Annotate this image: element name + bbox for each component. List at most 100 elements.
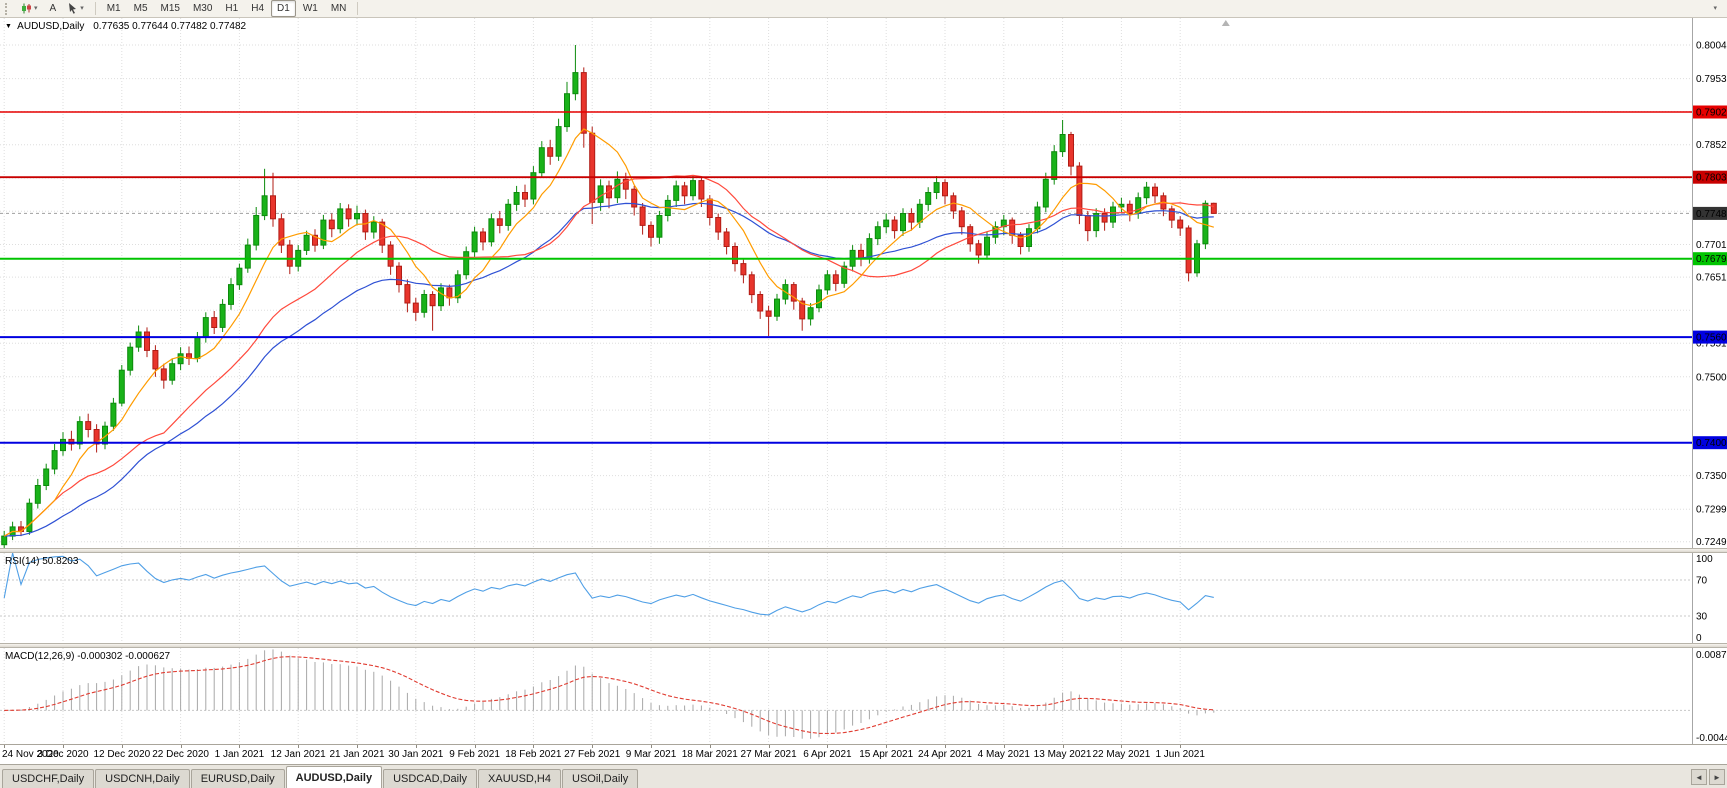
rsi-pane: RSI(14) 50.8203 100 70 30 0 — [0, 553, 1727, 643]
date-axis-label: 12 Jan 2021 — [270, 749, 326, 760]
rsi-axis-label: 100 — [1696, 554, 1713, 565]
timeframe-button-h1[interactable]: H1 — [225, 3, 239, 14]
toolbar-grip[interactable] — [5, 2, 10, 15]
cursor-icon — [68, 3, 78, 14]
date-tick — [239, 745, 241, 748]
date-axis-label: 1 Jun 2021 — [1155, 749, 1205, 760]
timeframe-button-m1[interactable]: M1 — [106, 3, 121, 14]
macd-axis-label: -0.004451 — [1696, 733, 1727, 744]
toolbar-overflow-button[interactable]: ▾ — [1707, 0, 1723, 17]
text-tool-button[interactable]: A — [49, 3, 57, 14]
chart-tab-usdcad-daily[interactable]: USDCAD,Daily — [383, 769, 478, 788]
date-axis[interactable]: 24 Nov 2020 3 Dec 2020 12 Dec 2020 22 Dec 2… — [0, 744, 1727, 764]
date-axis-label: 1 Jan 2021 — [214, 749, 265, 760]
date-tick — [298, 745, 300, 748]
pane-splitter[interactable] — [0, 643, 1727, 648]
timeframe-button-group: M1 M5 M15 M30 H1 H4 D1 W1 MN — [101, 0, 353, 17]
svg-text:0.76794: 0.76794 — [1696, 254, 1727, 265]
date-axis-label: 6 Apr 2021 — [803, 749, 852, 760]
date-axis-label: 15 Apr 2021 — [859, 749, 914, 760]
price-axis-label: 0.76515 — [1696, 273, 1727, 284]
rsi-line — [3, 553, 1214, 616]
chevron-down-icon: ▾ — [1713, 5, 1717, 12]
date-axis-label: 27 Mar 2021 — [740, 749, 797, 760]
current-price-badge: 0.77482 — [1693, 206, 1727, 220]
tab-scroll-left-button[interactable]: ◄ — [1691, 769, 1707, 785]
chart-tab-usdchf-daily[interactable]: USDCHF,Daily — [2, 769, 95, 788]
date-tick — [1180, 745, 1182, 748]
price-pane: ▼ AUDUSD,Daily 0.77635 0.77644 0.77482 0… — [0, 18, 1727, 548]
date-axis-label: 30 Jan 2021 — [388, 749, 444, 760]
timeframe-button-m30[interactable]: M30 — [192, 3, 213, 14]
chart-ohlc-values: 0.77635 0.77644 0.77482 0.77482 — [93, 21, 247, 32]
date-tick — [1062, 745, 1064, 748]
date-tick — [827, 745, 829, 748]
date-tick — [63, 745, 64, 748]
date-axis-label: 22 Dec 2020 — [152, 749, 209, 760]
svg-text:0.78032: 0.78032 — [1696, 173, 1727, 184]
date-tick — [4, 745, 6, 748]
timeframe-button-m5[interactable]: M5 — [133, 3, 148, 14]
macd-signal-line — [4, 656, 1214, 735]
rsi-indicator-label: RSI(14) 50.8203 — [5, 556, 79, 567]
chevron-down-icon: ▾ — [80, 5, 84, 12]
toolbar-separator — [357, 2, 359, 15]
chart-tabs: USDCHF,Daily USDCNH,Daily EURUSD,Daily AUDU… — [2, 766, 639, 788]
date-axis-label: 21 Jan 2021 — [329, 749, 385, 760]
chart-tab-usoil-daily[interactable]: USOil,Daily — [562, 769, 639, 788]
price-axis-label: 0.78525 — [1696, 140, 1727, 151]
chart-toolbar: ▾ A ▾ M1 M5 M15 M30 H1 H4 D1 W1 MN ▾ — [0, 0, 1727, 18]
date-tick — [415, 745, 417, 748]
rsi-axis-label: 30 — [1696, 612, 1708, 623]
date-tick — [121, 745, 123, 748]
moving-average-fast — [3, 128, 1214, 537]
date-tick — [533, 745, 535, 748]
moving-average-slow — [4, 202, 1214, 537]
collapse-triangle-icon[interactable]: ▼ — [5, 23, 12, 30]
date-tick — [768, 745, 770, 748]
date-axis-label: 18 Feb 2021 — [505, 749, 562, 760]
macd-chart-canvas[interactable]: 0.008782 -0.004451 — [0, 648, 1727, 744]
price-level-badge-0.79023: 0.79023 — [1693, 105, 1727, 119]
chart-shift-marker[interactable] — [1221, 20, 1230, 26]
chart-type-dropdown-button[interactable]: ▾ — [15, 0, 44, 17]
chart-tab-xauusd-h4[interactable]: XAUUSD,H4 — [478, 769, 561, 788]
timeframe-button-h4[interactable]: H4 — [251, 3, 265, 14]
rsi-axis-label: 0 — [1696, 633, 1702, 643]
chart-tab-usdcnh-daily[interactable]: USDCNH,Daily — [95, 769, 190, 788]
tab-scroll-right-button[interactable]: ► — [1709, 769, 1725, 785]
date-tick — [886, 745, 888, 748]
timeframe-button-mn[interactable]: MN — [330, 3, 347, 14]
timeframe-button-m15[interactable]: M15 — [160, 3, 180, 14]
chart-tab-eurusd-daily[interactable]: EURUSD,Daily — [190, 769, 285, 788]
date-axis-label: 9 Mar 2021 — [625, 749, 677, 760]
date-axis-label: 13 May 2021 — [1033, 749, 1092, 760]
chart-tab-bar: USDCHF,Daily USDCNH,Daily EURUSD,Daily AUDU… — [0, 764, 1727, 788]
svg-text:0.77482: 0.77482 — [1696, 209, 1727, 220]
date-tick — [709, 745, 711, 748]
chart-tab-audusd-daily[interactable]: AUDUSD,Daily — [285, 766, 383, 788]
chart-symbol-label: AUDUSD,Daily — [17, 21, 85, 32]
macd-histogram — [12, 649, 1215, 739]
draw-tool-dropdown-button[interactable]: ▾ — [62, 0, 90, 17]
timeframe-button-d1[interactable]: D1 — [271, 0, 296, 17]
date-tick — [592, 745, 594, 748]
date-axis-label: 24 Nov 2020 — [2, 749, 59, 760]
timeframe-button-w1[interactable]: W1 — [302, 3, 318, 14]
rsi-chart-canvas[interactable]: 100 70 30 0 — [0, 553, 1727, 643]
svg-text:0.79023: 0.79023 — [1696, 108, 1727, 119]
date-tick — [945, 745, 946, 748]
svg-text:0.75603: 0.75603 — [1696, 333, 1727, 344]
date-axis-label: 27 Feb 2021 — [564, 749, 621, 760]
pane-splitter[interactable] — [0, 548, 1727, 553]
